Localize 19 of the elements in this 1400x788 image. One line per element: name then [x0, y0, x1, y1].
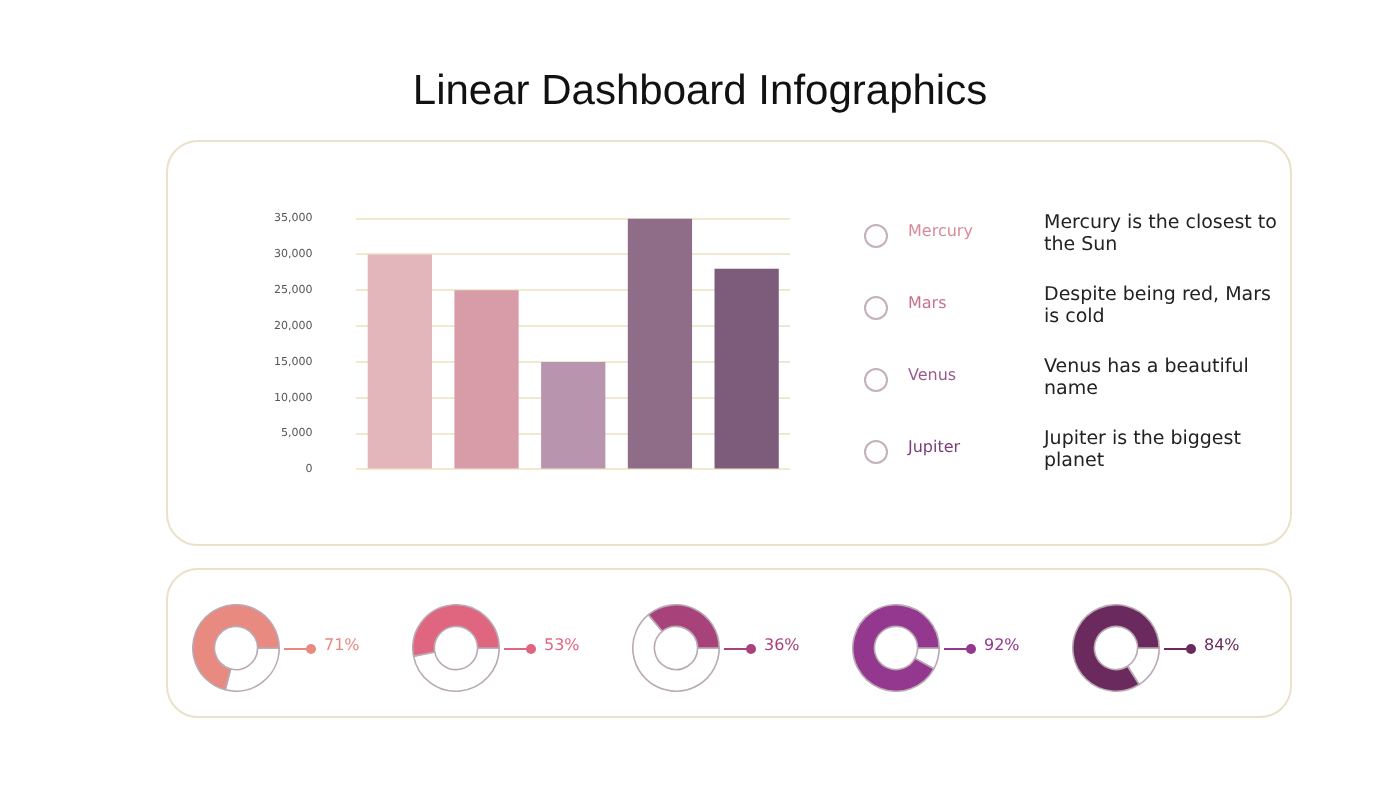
- text: Jupiter: [908, 438, 961, 456]
- text: Jupiter is the biggest planet: [1044, 428, 1243, 472]
- text: Despite being red, Mars is cold: [1044, 284, 1273, 328]
- bar: [367, 254, 432, 469]
- bar: [454, 290, 519, 469]
- text: Mars: [908, 294, 947, 312]
- bar: [541, 361, 606, 469]
- data-label: 92%: [984, 636, 1020, 654]
- chart-title: Linear Dashboard Infographics: [410, 68, 990, 116]
- bar: [714, 268, 779, 469]
- text: Venus: [908, 366, 957, 384]
- data-label: 71%: [324, 636, 360, 654]
- data-label: 36%: [764, 636, 800, 654]
- text: Mercury: [908, 222, 973, 240]
- bar: [627, 218, 693, 469]
- text: Venus has a beautiful name: [1044, 356, 1251, 400]
- text: Mercury is the closest to the Sun: [1044, 212, 1279, 256]
- data-label: 84%: [1204, 636, 1240, 654]
- data-label: 53%: [544, 636, 580, 654]
